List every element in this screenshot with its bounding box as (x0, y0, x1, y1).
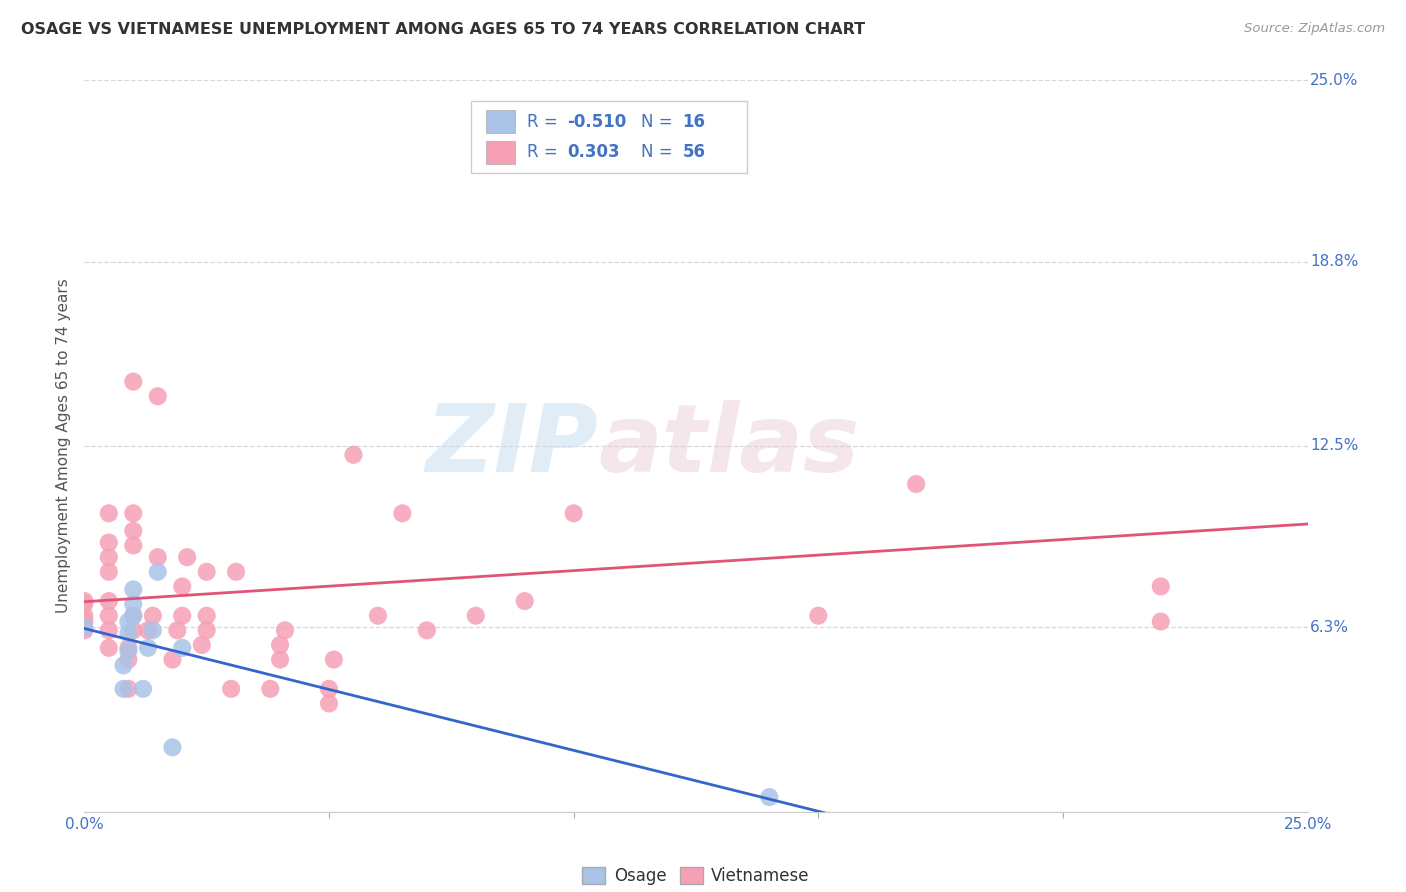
Point (112, 658, 135, 673)
Point (195, 608, 218, 623)
Text: N =: N = (641, 144, 678, 161)
Point (758, 790, 780, 805)
Point (146, 389, 169, 403)
Point (162, 740, 184, 755)
Point (117, 644, 139, 658)
Point (318, 697, 340, 711)
Point (318, 681, 340, 696)
Text: 18.8%: 18.8% (1310, 254, 1358, 269)
Point (905, 477, 928, 491)
Point (122, 524, 145, 538)
Point (416, 624, 439, 638)
Text: 56: 56 (682, 144, 706, 161)
Point (191, 638, 214, 652)
Point (367, 608, 389, 623)
Point (122, 582, 145, 597)
Point (259, 681, 281, 696)
Point (97, 640, 120, 655)
Point (274, 624, 297, 638)
Point (146, 565, 169, 579)
Y-axis label: Unemployment Among Ages 65 to 74 years: Unemployment Among Ages 65 to 74 years (56, 278, 72, 614)
Point (117, 640, 139, 655)
Point (172, 579, 194, 593)
Point (73, 624, 96, 638)
Point (97, 550, 120, 565)
Point (195, 565, 218, 579)
Text: 16: 16 (682, 112, 706, 131)
Text: -0.510: -0.510 (568, 112, 627, 131)
Point (269, 638, 291, 652)
Point (172, 608, 194, 623)
Point (117, 681, 139, 696)
Point (97, 506, 120, 520)
Point (142, 608, 165, 623)
Point (97, 624, 120, 638)
Text: 0.303: 0.303 (568, 144, 620, 161)
Point (146, 550, 169, 565)
Point (122, 597, 145, 611)
Text: ZIP: ZIP (425, 400, 598, 492)
Point (513, 594, 536, 608)
Point (73, 620, 96, 634)
Point (322, 652, 344, 666)
Point (97, 594, 120, 608)
Text: R =: R = (527, 144, 568, 161)
Point (122, 608, 145, 623)
Point (117, 626, 139, 640)
Point (122, 375, 145, 389)
Point (122, 506, 145, 520)
Point (342, 448, 364, 462)
Point (122, 539, 145, 553)
Text: 25.0%: 25.0% (1310, 73, 1358, 87)
Point (97, 535, 120, 549)
Text: 12.5%: 12.5% (1310, 439, 1358, 453)
Point (73, 594, 96, 608)
Point (122, 624, 145, 638)
Point (97, 565, 120, 579)
Text: 6.3%: 6.3% (1310, 620, 1348, 635)
Point (176, 550, 198, 565)
Point (166, 624, 188, 638)
Text: atlas: atlas (598, 400, 859, 492)
Point (117, 615, 139, 629)
Point (73, 615, 96, 629)
Point (195, 624, 218, 638)
Point (219, 681, 242, 696)
Point (136, 624, 159, 638)
Point (73, 608, 96, 623)
Point (73, 597, 96, 611)
Point (122, 608, 145, 623)
Point (391, 506, 413, 520)
FancyBboxPatch shape (485, 141, 515, 164)
Point (162, 652, 184, 666)
Point (172, 640, 194, 655)
Point (1150, 615, 1173, 629)
Legend: Osage, Vietnamese: Osage, Vietnamese (575, 860, 817, 892)
FancyBboxPatch shape (471, 101, 748, 173)
FancyBboxPatch shape (485, 110, 515, 134)
Point (1150, 579, 1173, 593)
Point (136, 640, 159, 655)
Text: R =: R = (527, 112, 564, 131)
Text: OSAGE VS VIETNAMESE UNEMPLOYMENT AMONG AGES 65 TO 74 YEARS CORRELATION CHART: OSAGE VS VIETNAMESE UNEMPLOYMENT AMONG A… (21, 22, 865, 37)
Point (142, 624, 165, 638)
Point (132, 681, 155, 696)
Point (661, 155, 683, 169)
Point (117, 652, 139, 666)
Point (269, 652, 291, 666)
Point (97, 608, 120, 623)
Point (225, 565, 247, 579)
Point (464, 608, 486, 623)
Text: N =: N = (641, 112, 678, 131)
Text: Source: ZipAtlas.com: Source: ZipAtlas.com (1244, 22, 1385, 36)
Point (562, 506, 585, 520)
Point (112, 681, 135, 696)
Point (807, 608, 830, 623)
